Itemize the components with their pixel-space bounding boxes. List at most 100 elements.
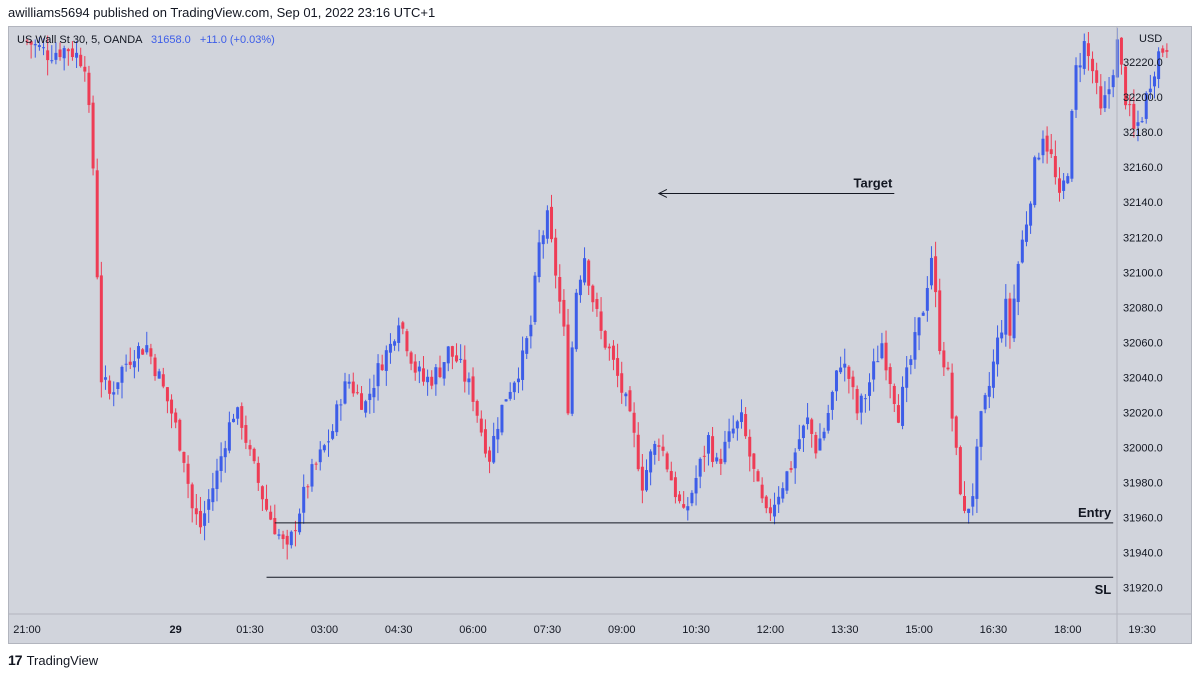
candle [583, 247, 587, 286]
candle [913, 317, 917, 369]
candle-body [219, 456, 223, 472]
candle [223, 440, 227, 473]
candle-body [75, 52, 79, 58]
candle [248, 439, 252, 456]
candle-body [694, 477, 698, 494]
candle [475, 399, 479, 423]
time-tick-label: 29 [170, 624, 182, 636]
candle-body [29, 41, 33, 45]
candle [938, 278, 942, 355]
candle-body [240, 406, 244, 428]
candle-body [690, 492, 694, 504]
published-header: awilliams5694 published on TradingView.c… [0, 0, 1200, 26]
candle-body [558, 277, 562, 302]
candle-body [739, 412, 743, 423]
candle-body [120, 366, 124, 383]
candle-body [640, 466, 644, 491]
candle [103, 365, 107, 390]
candle [570, 341, 574, 417]
chart-panel[interactable]: Target Entry SL USD 32220.0 32200.0 32180.0 3… [8, 26, 1192, 644]
candle [620, 361, 624, 404]
candle [942, 341, 946, 377]
candle [673, 471, 677, 504]
candle-body [393, 341, 397, 346]
candle [298, 508, 302, 535]
candle-body [223, 448, 227, 458]
candle-body [1037, 157, 1041, 160]
candle [450, 345, 454, 370]
candle-body [839, 367, 843, 373]
candle-body [25, 40, 29, 42]
candle [752, 452, 756, 483]
candle-body [1058, 178, 1061, 193]
time-axis: 21:00 29 01:30 03:00 04:30 06:00 07:30 09:00 10:… [13, 624, 1156, 636]
candle-body [1053, 156, 1057, 178]
price-tick-label: 32160.0 [1123, 162, 1163, 174]
candle-body [797, 439, 801, 450]
candle [1165, 43, 1169, 58]
candle [335, 400, 339, 437]
annotation-target[interactable]: Target [657, 175, 895, 198]
candle [562, 289, 566, 336]
candle-body [913, 332, 917, 360]
candle [351, 372, 355, 397]
candle-body [322, 445, 326, 451]
candle [459, 344, 463, 363]
candle [983, 392, 987, 414]
candle-body [876, 361, 880, 363]
candle [777, 486, 781, 514]
candle [174, 408, 178, 429]
candle-body [504, 399, 508, 402]
candle-body [814, 434, 818, 454]
candle-body [653, 443, 657, 455]
candle [194, 493, 198, 525]
candle [657, 438, 661, 461]
candle-body [1070, 110, 1074, 179]
candle-body [1029, 203, 1033, 226]
candle [190, 482, 194, 523]
candle [434, 364, 438, 396]
candle-body [578, 279, 582, 296]
candle [66, 47, 70, 66]
candle-body [355, 392, 359, 394]
annotation-sl[interactable]: SL [266, 576, 1114, 597]
candle-body [128, 361, 132, 365]
candle [719, 448, 723, 476]
candle [888, 363, 892, 399]
candle [277, 528, 281, 540]
candle-body [1049, 149, 1053, 155]
candle [616, 343, 620, 388]
candle [512, 381, 516, 400]
candle-body [186, 463, 190, 484]
price-tick-label: 32080.0 [1123, 302, 1163, 314]
candle [834, 370, 838, 401]
candle [806, 403, 810, 430]
candle [558, 264, 562, 314]
candle-body [1012, 298, 1016, 339]
candle-body [599, 311, 603, 331]
candle [488, 446, 492, 474]
candle-body [1045, 135, 1049, 152]
candle-body [884, 342, 888, 371]
price-tick-label: 31920.0 [1123, 583, 1163, 595]
candle-body [826, 412, 830, 431]
candle-body [326, 441, 330, 443]
candle-body [194, 508, 198, 515]
candle [227, 411, 231, 454]
candle [149, 343, 153, 365]
candle [236, 406, 240, 425]
candle-body [756, 471, 760, 482]
candle [822, 427, 826, 441]
candle [343, 372, 347, 405]
candle [1037, 152, 1041, 161]
candle-body [95, 170, 99, 278]
candle-body [934, 256, 938, 293]
candle [430, 370, 434, 390]
candle [636, 422, 640, 472]
annotation-entry[interactable]: Entry [274, 505, 1114, 524]
candle-body [975, 446, 979, 499]
candle-body [434, 367, 438, 385]
candle-body [1062, 180, 1066, 191]
candle-body [256, 462, 260, 483]
